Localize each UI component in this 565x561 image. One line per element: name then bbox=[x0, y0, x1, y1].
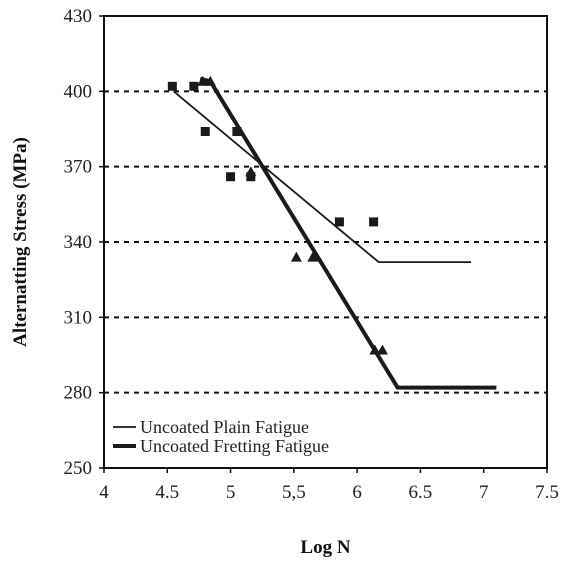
y-axis-ticks: 250 280 310 340 370 400 430 bbox=[64, 6, 104, 479]
triangle-marker-2 bbox=[245, 166, 257, 177]
y-tick-label-1: 280 bbox=[64, 383, 93, 404]
square-marker-1 bbox=[189, 81, 199, 91]
x-tick-label-0: 4 bbox=[99, 482, 109, 503]
legend-label-plain-fatigue: Uncoated Plain Fatigue bbox=[140, 417, 309, 437]
square-marker-3 bbox=[226, 172, 236, 182]
x-tick-label-2: 5 bbox=[226, 482, 236, 503]
square-marker-0 bbox=[167, 81, 177, 91]
square-marker-4 bbox=[232, 127, 242, 137]
grid-lines bbox=[104, 90, 547, 394]
series-line-0 bbox=[173, 90, 472, 263]
series-line-1 bbox=[199, 76, 497, 390]
triangle-marker-0 bbox=[197, 75, 209, 86]
x-tick-label-3: 5,5 bbox=[282, 482, 306, 503]
y-tick-label-6: 430 bbox=[64, 6, 93, 27]
x-tick-label-1: 4.5 bbox=[155, 482, 179, 503]
y-tick-label-0: 250 bbox=[64, 458, 93, 479]
square-marker-5 bbox=[246, 172, 256, 182]
legend-label-fretting-fatigue: Uncoated Fretting Fatigue bbox=[140, 436, 329, 456]
y-tick-label-4: 370 bbox=[64, 157, 93, 178]
y-tick-label-2: 310 bbox=[64, 307, 93, 328]
y-tick-label-5: 400 bbox=[64, 81, 93, 102]
x-tick-label-5: 6.5 bbox=[409, 482, 433, 503]
x-tick-label-7: 7.5 bbox=[535, 482, 559, 503]
series-lines bbox=[173, 76, 497, 390]
square-marker-6 bbox=[334, 217, 344, 227]
y-axis-title: Alternatting Stress (MPa) bbox=[10, 137, 31, 347]
x-tick-label-4: 6 bbox=[352, 482, 362, 503]
data-markers bbox=[167, 75, 388, 355]
x-tick-label-6: 7 bbox=[479, 482, 489, 503]
triangle-marker-6 bbox=[376, 344, 388, 355]
triangle-marker-3 bbox=[290, 251, 302, 262]
square-marker-7 bbox=[369, 217, 379, 227]
triangle-marker-1 bbox=[204, 75, 216, 86]
y-tick-label-3: 340 bbox=[64, 232, 93, 253]
square-marker-2 bbox=[200, 127, 210, 137]
x-axis-title: Log N bbox=[300, 537, 350, 558]
triangle-marker-4 bbox=[307, 251, 319, 262]
triangle-marker-5 bbox=[369, 344, 381, 355]
x-axis-ticks: 4 4.5 5 5,5 6 6.5 7 7.5 bbox=[99, 468, 559, 503]
legend: Uncoated Plain Fatigue Uncoated Fretting… bbox=[113, 417, 329, 456]
